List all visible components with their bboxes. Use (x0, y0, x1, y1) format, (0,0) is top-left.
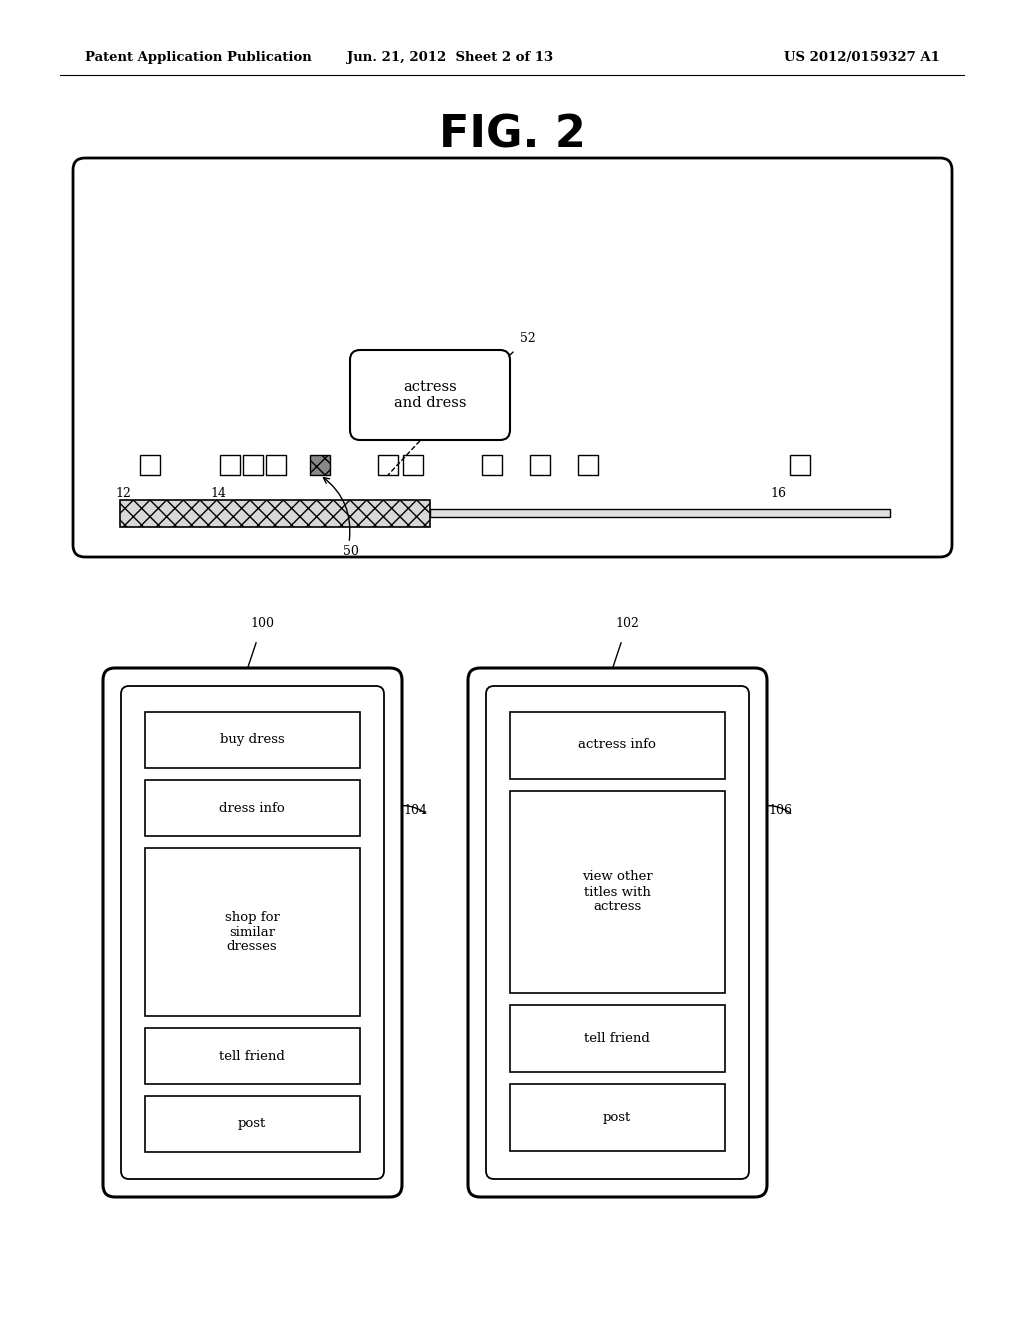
FancyBboxPatch shape (140, 455, 160, 475)
FancyBboxPatch shape (790, 455, 810, 475)
FancyBboxPatch shape (220, 455, 240, 475)
FancyBboxPatch shape (510, 1084, 725, 1151)
FancyBboxPatch shape (145, 1028, 360, 1084)
Text: 104: 104 (403, 804, 427, 817)
FancyBboxPatch shape (145, 1096, 360, 1152)
FancyBboxPatch shape (430, 510, 890, 517)
Text: 16: 16 (770, 487, 786, 500)
FancyBboxPatch shape (266, 455, 286, 475)
FancyBboxPatch shape (145, 780, 360, 836)
FancyBboxPatch shape (486, 686, 749, 1179)
FancyBboxPatch shape (482, 455, 502, 475)
FancyBboxPatch shape (510, 711, 725, 779)
Text: view other
titles with
actress: view other titles with actress (582, 870, 652, 913)
FancyBboxPatch shape (510, 1005, 725, 1072)
FancyBboxPatch shape (350, 350, 510, 440)
FancyBboxPatch shape (578, 455, 598, 475)
FancyBboxPatch shape (403, 455, 423, 475)
Text: post: post (238, 1118, 266, 1130)
Text: actress info: actress info (579, 738, 656, 751)
Text: 106: 106 (768, 804, 792, 817)
FancyBboxPatch shape (103, 668, 402, 1197)
Text: dress info: dress info (219, 801, 285, 814)
Text: tell friend: tell friend (219, 1049, 285, 1063)
Text: Jun. 21, 2012  Sheet 2 of 13: Jun. 21, 2012 Sheet 2 of 13 (347, 51, 553, 65)
FancyBboxPatch shape (378, 455, 398, 475)
FancyBboxPatch shape (73, 158, 952, 557)
FancyBboxPatch shape (120, 500, 430, 527)
FancyBboxPatch shape (145, 711, 360, 768)
Text: FIG. 2: FIG. 2 (438, 114, 586, 157)
Text: tell friend: tell friend (584, 1031, 650, 1044)
FancyBboxPatch shape (310, 455, 330, 475)
Text: 12: 12 (115, 487, 131, 500)
Text: 50: 50 (343, 545, 358, 558)
Text: US 2012/0159327 A1: US 2012/0159327 A1 (784, 51, 940, 65)
Text: Patent Application Publication: Patent Application Publication (85, 51, 311, 65)
Text: 52: 52 (520, 333, 536, 345)
Text: actress
and dress: actress and dress (394, 380, 466, 411)
FancyBboxPatch shape (530, 455, 550, 475)
FancyBboxPatch shape (468, 668, 767, 1197)
FancyBboxPatch shape (121, 686, 384, 1179)
Text: buy dress: buy dress (219, 734, 285, 747)
Text: 100: 100 (250, 616, 274, 630)
Text: 102: 102 (615, 616, 639, 630)
FancyBboxPatch shape (243, 455, 263, 475)
Text: shop for
similar
dresses: shop for similar dresses (224, 911, 280, 953)
FancyBboxPatch shape (145, 847, 360, 1016)
Text: 14: 14 (210, 487, 226, 500)
Text: post: post (603, 1110, 631, 1123)
FancyBboxPatch shape (510, 791, 725, 993)
